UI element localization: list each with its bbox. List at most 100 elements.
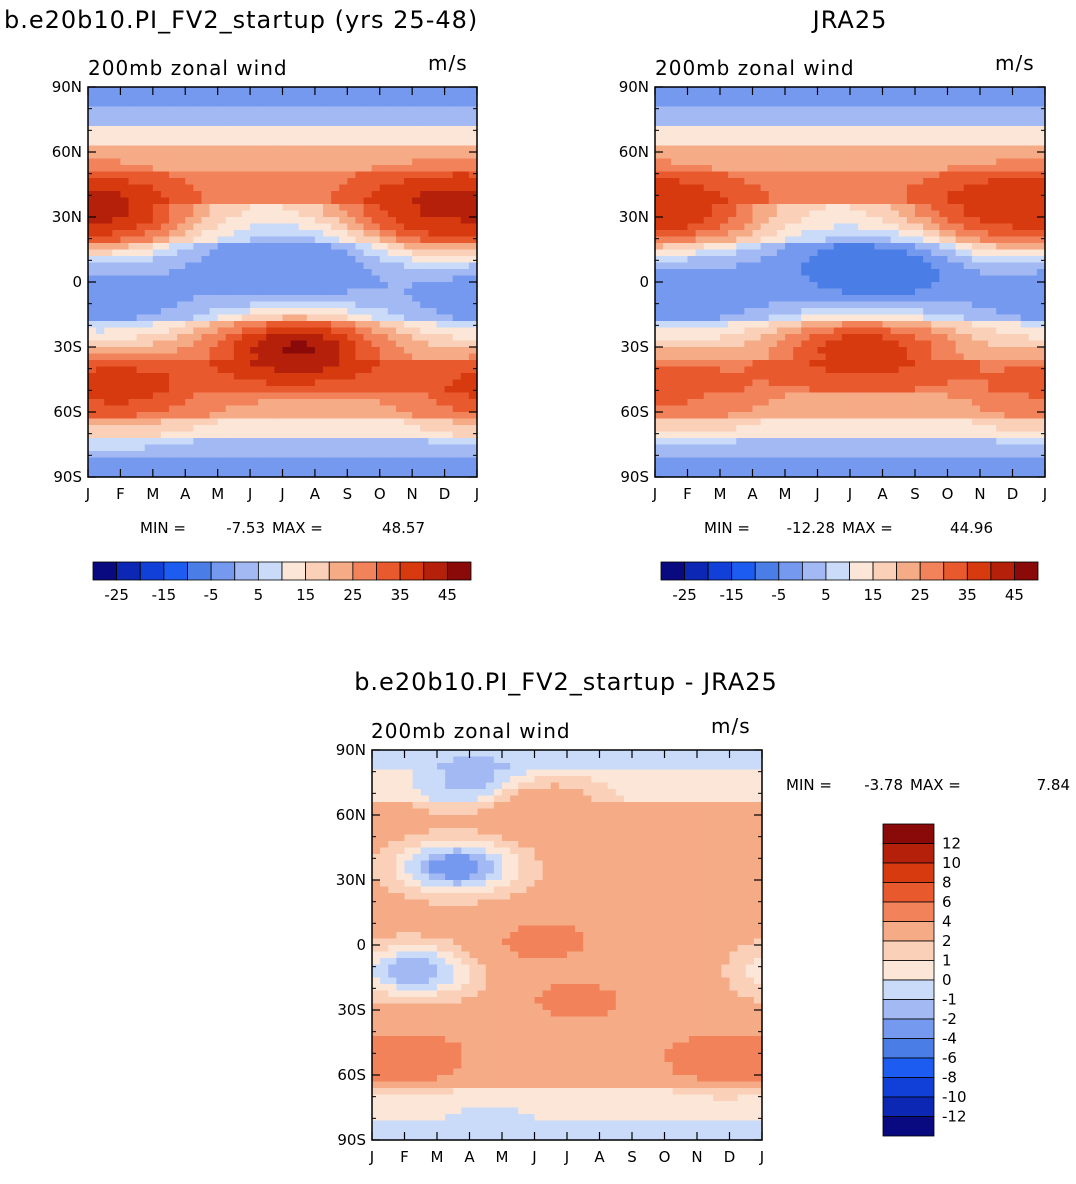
contour-cell bbox=[915, 282, 924, 290]
contour-cell bbox=[963, 171, 973, 179]
contour-cell bbox=[971, 178, 981, 186]
contour-cell bbox=[112, 464, 122, 472]
contour-cell bbox=[379, 139, 389, 147]
contour-cell bbox=[898, 152, 908, 160]
contour-cell bbox=[736, 223, 745, 231]
contour-cell bbox=[468, 373, 478, 381]
contour-cell bbox=[768, 204, 778, 212]
contour-cell bbox=[225, 204, 235, 212]
contour-cell bbox=[971, 321, 981, 329]
contour-cell bbox=[225, 126, 235, 134]
contour-cell bbox=[169, 340, 178, 348]
contour-cell bbox=[152, 360, 162, 368]
contour-cell bbox=[104, 431, 113, 439]
contour-cell bbox=[193, 178, 203, 186]
contour-cell bbox=[241, 438, 251, 446]
contour-cell bbox=[988, 191, 997, 199]
contour-cell bbox=[323, 178, 332, 186]
contour-cell bbox=[687, 87, 697, 95]
contour-cell bbox=[314, 119, 324, 127]
contour-cell bbox=[711, 87, 721, 95]
contour-cell bbox=[250, 165, 259, 173]
contour-cell bbox=[201, 178, 211, 186]
contour-cell bbox=[225, 243, 235, 251]
contour-cell bbox=[695, 158, 705, 166]
contour-cell bbox=[120, 178, 130, 186]
contour-cell bbox=[776, 145, 786, 153]
contour-cell bbox=[387, 353, 397, 361]
contour-cell bbox=[371, 93, 381, 101]
contour-cell bbox=[395, 158, 405, 166]
contour-cell bbox=[112, 119, 122, 127]
contour-cell bbox=[217, 275, 227, 283]
contour-cell bbox=[355, 275, 365, 283]
contour-cell bbox=[728, 288, 737, 296]
contour-cell bbox=[452, 327, 462, 335]
contour-cell bbox=[233, 191, 243, 199]
contour-cell bbox=[655, 139, 664, 147]
contour-cell bbox=[711, 249, 721, 257]
contour-cell bbox=[898, 230, 908, 238]
contour-cell bbox=[850, 327, 859, 335]
contour-cell bbox=[323, 451, 332, 459]
contour-cell bbox=[96, 184, 105, 192]
contour-cell bbox=[882, 152, 892, 160]
contour-cell bbox=[290, 256, 300, 264]
contour-cell bbox=[833, 93, 843, 101]
contour-cell bbox=[88, 236, 97, 244]
contour-cell bbox=[841, 100, 851, 108]
contour-cell bbox=[817, 236, 827, 244]
contour-cell bbox=[785, 223, 794, 231]
contour-cell bbox=[225, 256, 235, 264]
contour-cell bbox=[258, 308, 267, 316]
contour-cell bbox=[671, 87, 680, 95]
x-tick-label: J bbox=[279, 485, 284, 503]
contour-cell bbox=[841, 204, 851, 212]
contour-cell bbox=[96, 334, 105, 342]
contour-cell bbox=[185, 204, 194, 212]
contour-cell bbox=[120, 87, 130, 95]
contour-cell bbox=[136, 308, 146, 316]
contour-cell bbox=[460, 171, 470, 179]
contour-cell bbox=[136, 288, 146, 296]
contour-cell bbox=[452, 301, 462, 309]
contour-cell bbox=[955, 132, 965, 140]
contour-cell bbox=[404, 145, 413, 153]
contour-cell bbox=[169, 288, 178, 296]
contour-cell bbox=[679, 100, 689, 108]
contour-cell bbox=[785, 119, 794, 127]
contour-cell bbox=[282, 126, 292, 134]
contour-cell bbox=[833, 308, 843, 316]
contour-cell bbox=[314, 451, 324, 459]
contour-cell bbox=[160, 373, 170, 381]
contour-cell bbox=[160, 191, 170, 199]
contour-cell bbox=[1020, 327, 1030, 335]
contour-cell bbox=[711, 223, 721, 231]
contour-cell bbox=[290, 87, 300, 95]
contour-cell bbox=[468, 230, 478, 238]
contour-cell bbox=[744, 236, 754, 244]
contour-cell bbox=[250, 204, 259, 212]
contour-cell bbox=[980, 256, 989, 264]
contour-cell bbox=[679, 308, 689, 316]
contour-cell bbox=[1004, 288, 1014, 296]
contour-cell bbox=[88, 347, 97, 355]
contour-cell bbox=[703, 230, 713, 238]
contour-cell bbox=[306, 444, 316, 452]
contour-cell bbox=[112, 87, 122, 95]
contour-cell bbox=[663, 236, 672, 244]
contour-cell bbox=[760, 243, 770, 251]
contour-cell bbox=[282, 282, 292, 290]
contour-cell bbox=[980, 191, 989, 199]
contour-cell bbox=[728, 262, 737, 270]
contour-cell bbox=[274, 171, 284, 179]
contour-cell bbox=[809, 314, 819, 322]
contour-cell bbox=[395, 275, 405, 283]
contour-cell bbox=[250, 347, 259, 355]
contour-cell bbox=[955, 249, 965, 257]
contour-cell bbox=[323, 405, 332, 413]
contour-cell bbox=[112, 230, 122, 238]
contour-cell bbox=[363, 165, 373, 173]
contour-cell bbox=[379, 360, 389, 368]
contour-cell bbox=[1012, 191, 1022, 199]
